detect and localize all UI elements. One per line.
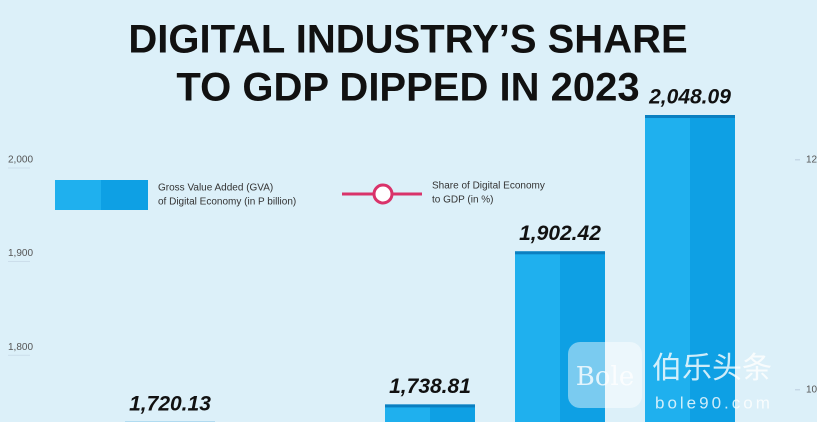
value-label: 1,720.13 — [129, 392, 211, 415]
watermark: 伯乐头条 — [652, 352, 772, 385]
bar — [385, 404, 475, 422]
bar — [645, 115, 735, 422]
watermark-box — [568, 342, 642, 408]
legend-label: to GDP (in %) — [432, 195, 494, 206]
bar-part — [690, 115, 735, 422]
y-tick-label: 2,000 — [8, 155, 33, 166]
bar-cap — [385, 404, 475, 408]
value-label: 2,048.09 — [648, 86, 731, 109]
value-label: 1,738.81 — [389, 375, 471, 398]
chart-title: TO GDP DIPPED IN 2023 — [176, 66, 639, 110]
y-tick-label: 1,800 — [8, 342, 33, 353]
bar-part — [515, 251, 560, 422]
bar-part — [560, 251, 605, 422]
y2-tick-label: 12 — [806, 154, 817, 165]
bar-cap — [515, 251, 605, 255]
legend-label: Share of Digital Economy — [432, 181, 545, 192]
y2-tick-label: 10 — [806, 384, 817, 395]
y-tick-label: 1,900 — [8, 248, 33, 259]
legend-label: Gross Value Added (GVA) — [158, 183, 273, 194]
legend-swatch — [55, 180, 101, 210]
bar-part — [385, 404, 430, 422]
bar-part — [645, 115, 690, 422]
bar — [515, 251, 605, 422]
watermark: Bole — [576, 362, 634, 392]
legend-label: of Digital Economy (in P billion) — [158, 197, 296, 208]
legend-swatch — [101, 180, 148, 210]
bar-part — [430, 404, 475, 422]
watermark: bole90.com — [655, 393, 773, 412]
bar-cap — [645, 115, 735, 119]
legend-swatch — [372, 183, 394, 205]
chart-title: DIGITAL INDUSTRY’S SHARE — [128, 18, 687, 62]
value-label: 1,902.42 — [519, 222, 601, 245]
